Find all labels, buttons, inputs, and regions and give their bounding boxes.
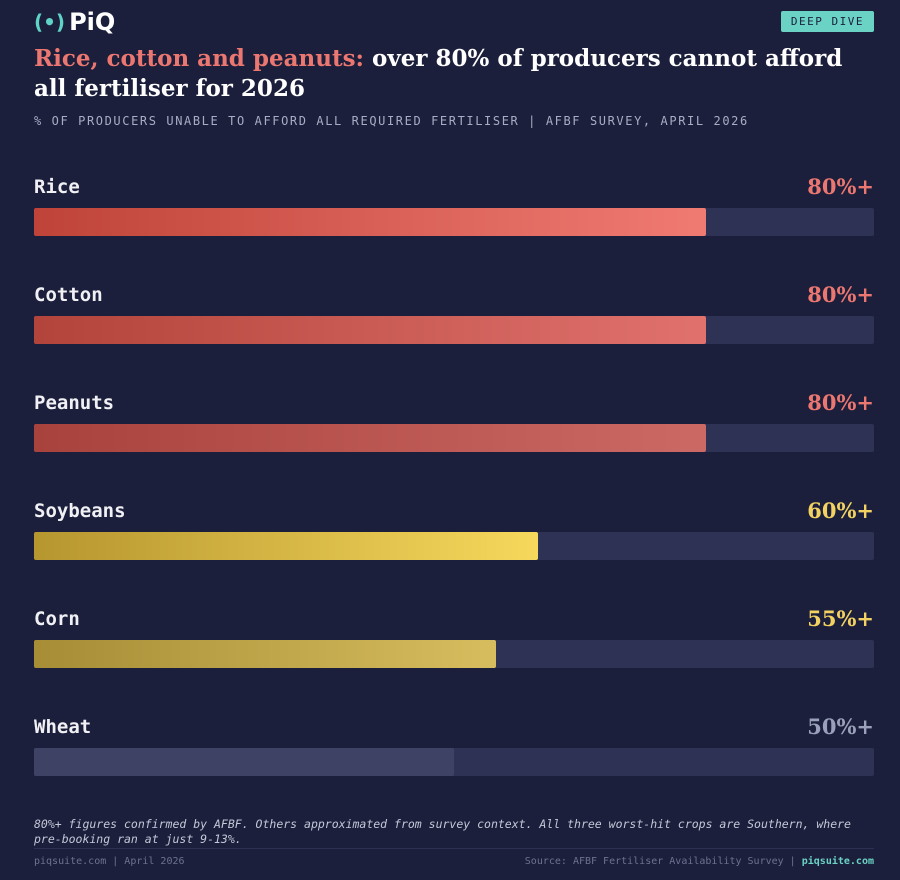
bar	[34, 316, 706, 344]
logo-icon: (•)	[34, 10, 66, 34]
bar-track	[34, 316, 874, 344]
bar	[34, 424, 706, 452]
value-label: 80%+	[807, 282, 874, 307]
logo: (•) PiQ	[34, 8, 115, 36]
title-highlight: Rice, cotton and peanuts:	[34, 45, 365, 72]
footer-link[interactable]: piqsuite.com	[801, 856, 874, 867]
value-label: 50%+	[807, 714, 874, 739]
value-label: 80%+	[807, 390, 874, 415]
title-text: over 80% of producers cannot afford all …	[34, 45, 843, 102]
footnote: 80%+ figures confirmed by AFBF. Others a…	[34, 817, 851, 846]
bar	[34, 640, 496, 668]
category-label: Soybeans	[34, 500, 126, 522]
chart-title: Rice, cotton and peanuts: over 80% of pr…	[34, 44, 854, 104]
bar-track	[34, 208, 874, 236]
bar-track	[34, 424, 874, 452]
bar-track	[34, 748, 874, 776]
footer-source: Source: AFBF Fertiliser Availability Sur…	[524, 856, 796, 867]
footer-right: Source: AFBF Fertiliser Availability Sur…	[525, 856, 874, 867]
bar-track	[34, 640, 874, 668]
logo-text: PiQ	[69, 8, 116, 36]
value-label: 60%+	[807, 498, 874, 523]
divider	[34, 848, 874, 849]
bar	[34, 208, 706, 236]
category-label: Cotton	[34, 284, 103, 306]
category-label: Rice	[34, 176, 80, 198]
bar	[34, 532, 538, 560]
category-label: Wheat	[34, 716, 92, 738]
subtitle: % OF PRODUCERS UNABLE TO AFFORD ALL REQU…	[34, 114, 749, 128]
value-label: 55%+	[807, 606, 874, 631]
footer-left: piqsuite.com | April 2026	[34, 856, 185, 867]
category-label: Peanuts	[34, 392, 115, 414]
value-label: 80%+	[807, 174, 874, 199]
bar	[34, 748, 454, 776]
bar-track	[34, 532, 874, 560]
badge: DEEP DIVE	[780, 11, 874, 32]
category-label: Corn	[34, 608, 80, 630]
